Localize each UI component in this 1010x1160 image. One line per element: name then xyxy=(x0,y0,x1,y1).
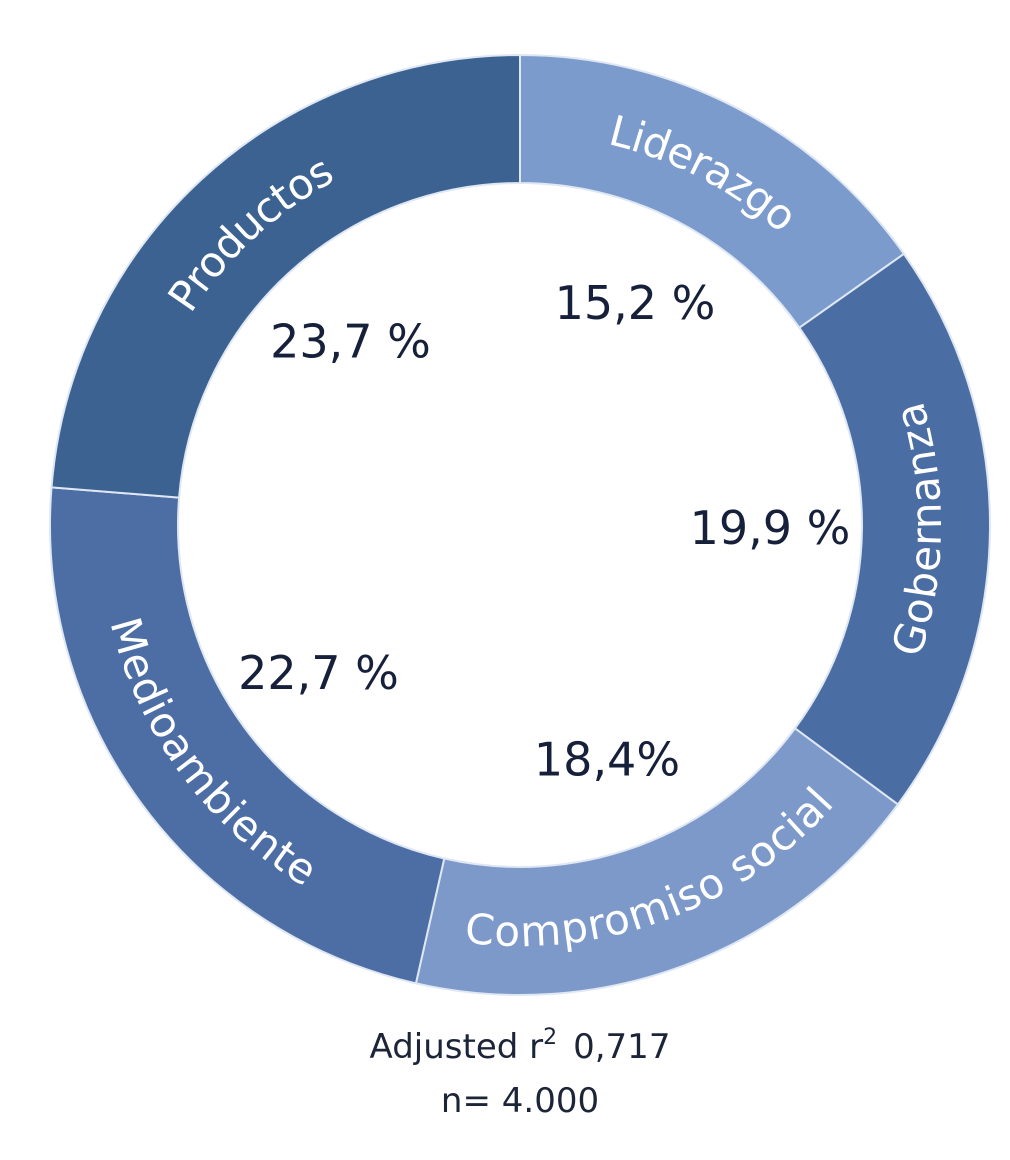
value-label: 18,4% xyxy=(534,732,680,786)
note-sup: 2 xyxy=(543,1025,557,1050)
note-r2: Adjusted r2 0,717 xyxy=(370,1025,671,1067)
value-label: 22,7 % xyxy=(238,646,399,700)
value-label: 23,7 % xyxy=(270,314,431,368)
value-label: 19,9 % xyxy=(690,501,851,555)
note-n: n= 4.000 xyxy=(441,1081,599,1121)
segment xyxy=(49,486,446,985)
note-text: Adjusted r xyxy=(370,1027,544,1067)
segment xyxy=(414,726,900,996)
note-value: 0,717 xyxy=(573,1027,670,1067)
segment xyxy=(793,252,991,806)
value-label: 15,2 % xyxy=(555,276,716,330)
segment xyxy=(50,53,521,499)
